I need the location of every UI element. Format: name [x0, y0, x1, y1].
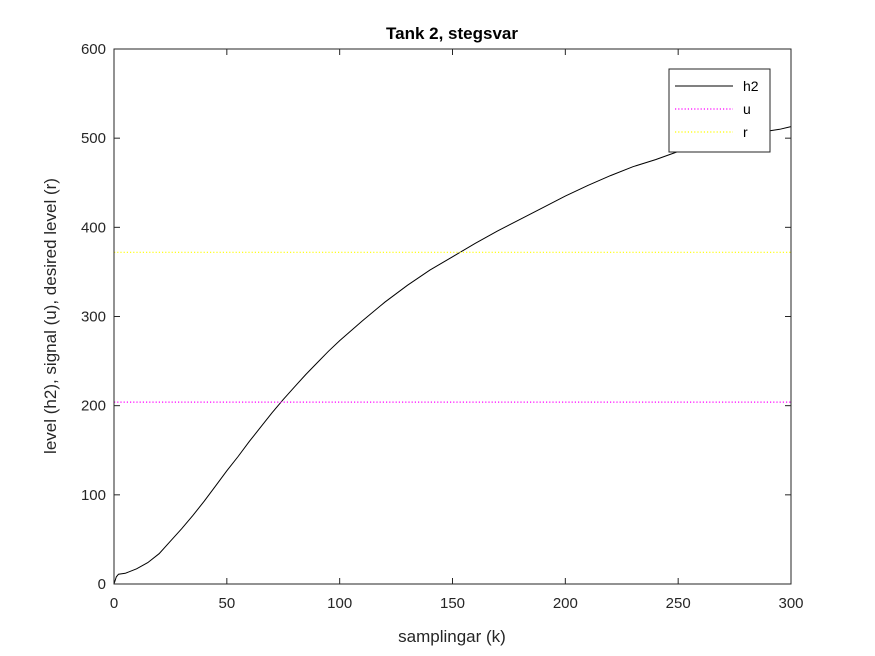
x-tick-label: 150: [440, 595, 465, 612]
series-line-h2: [113, 126, 792, 585]
x-tick-label: 50: [218, 595, 235, 612]
y-tick-label: 400: [81, 219, 106, 236]
y-tick-label: 300: [81, 309, 106, 326]
y-axis: 0 100 200 300 400 500 600: [81, 41, 791, 593]
legend-box: [668, 68, 771, 153]
x-tick-label: 100: [327, 595, 352, 612]
x-tick-label: 0: [110, 595, 118, 612]
y-tick-label: 500: [81, 130, 106, 147]
legend-label-u: u: [743, 101, 751, 117]
legend-label-h2: h2: [743, 78, 759, 94]
y-tick-label: 200: [81, 398, 106, 415]
y-tick-label: 100: [81, 487, 106, 504]
y-tick-label: 600: [81, 41, 106, 58]
x-tick-label: 250: [666, 595, 691, 612]
series-layer: [113, 126, 792, 585]
x-tick-label: 300: [778, 595, 803, 612]
x-axis-label: samplingar (k): [398, 627, 506, 646]
y-tick-label: 0: [98, 576, 106, 593]
x-axis: 0 50 100 150 200 250 300: [110, 49, 804, 612]
legend-label-r: r: [743, 124, 748, 140]
x-tick-label: 200: [553, 595, 578, 612]
y-axis-label: level (h2), signal (u), desired level (r…: [41, 178, 60, 454]
legend: h2 ur: [668, 68, 771, 153]
chart-title: Tank 2, stegsvar: [386, 24, 518, 43]
